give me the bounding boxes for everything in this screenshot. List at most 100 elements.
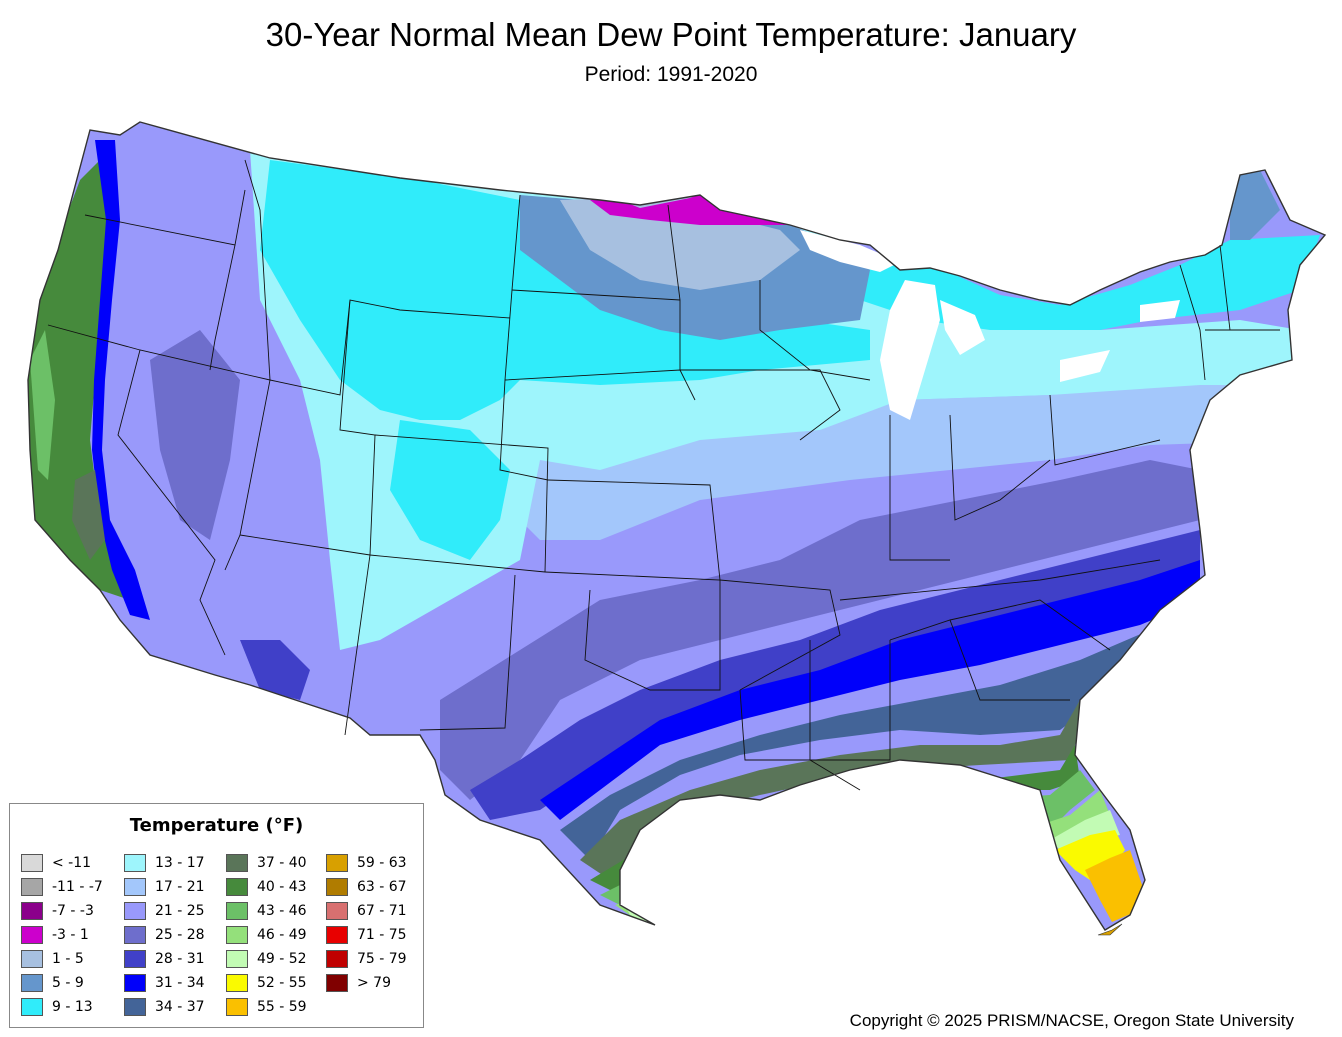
legend-swatch — [21, 974, 43, 992]
legend-label: > 79 — [357, 975, 391, 991]
boundary-ny-vt — [1179, 264, 1206, 381]
legend-swatch — [226, 950, 248, 968]
legend-swatch — [326, 854, 348, 872]
boundary-tn-kyva — [839, 559, 1161, 601]
boundary-nd-sd — [511, 289, 681, 301]
legend-swatch — [226, 926, 248, 944]
legend-label: 63 - 67 — [357, 879, 407, 895]
legend-label: 46 - 49 — [257, 927, 307, 943]
legend-label: 40 - 43 — [257, 879, 307, 895]
boundary-ar — [719, 579, 841, 691]
band-34-37 — [560, 580, 1205, 860]
legend-label: 31 - 34 — [155, 975, 205, 991]
legend-swatch — [326, 974, 348, 992]
boundary-in-oh — [949, 414, 1051, 521]
boundary-nm-tx — [419, 574, 516, 731]
boundary-co — [374, 434, 549, 573]
legend-swatch — [124, 998, 146, 1016]
boundary-ms-al — [809, 640, 891, 761]
band-37-40-coast — [72, 470, 105, 560]
legend-swatch — [226, 902, 248, 920]
legend-swatch — [226, 878, 248, 896]
legend-label: -11 - -7 — [52, 879, 103, 895]
legend-swatch — [21, 854, 43, 872]
band-9-13-colorado — [390, 420, 510, 560]
legend-label: 28 - 31 — [155, 951, 205, 967]
legend-label: 37 - 40 — [257, 855, 307, 871]
boundary-az-nm — [344, 554, 371, 736]
lake-erie — [1060, 350, 1110, 382]
legend-label: 55 - 59 — [257, 999, 307, 1015]
boundary-vt-nh — [1219, 244, 1231, 331]
legend-label: 43 - 46 — [257, 903, 307, 919]
band-9-13 — [260, 160, 870, 420]
lake-superior — [800, 230, 900, 272]
state-boundaries — [47, 159, 1280, 791]
band-5-9-maine — [1230, 170, 1280, 240]
boundary-il-in — [889, 415, 950, 561]
band-49-52 — [1050, 810, 1120, 850]
band-43-46-coast — [30, 330, 55, 480]
legend-label: 9 - 13 — [52, 999, 93, 1015]
legend-title: Temperature (°F) — [129, 815, 304, 836]
boundary-ok — [544, 571, 721, 691]
legend: Temperature (°F) < -11 -11 - -7 -7 - -3 -3 … — [9, 803, 424, 1028]
legend-label: -3 - 1 — [52, 927, 89, 943]
legend-swatch — [326, 902, 348, 920]
legend-label: 49 - 52 — [257, 951, 307, 967]
legend-label: 67 - 71 — [357, 903, 407, 919]
legend-swatch — [124, 950, 146, 968]
band-1-5 — [560, 195, 800, 290]
legend-label: 1 - 5 — [52, 951, 84, 967]
band-46-49 — [615, 790, 1110, 922]
legend-swatch — [226, 998, 248, 1016]
legend-swatch — [124, 878, 146, 896]
lake-huron — [940, 300, 985, 355]
band-31-34-coast — [92, 140, 150, 620]
band-49-52-texas — [625, 900, 655, 925]
legend-label: 59 - 63 — [357, 855, 407, 871]
boundary-nc-sc — [949, 599, 1111, 651]
florida-keys — [1097, 923, 1123, 936]
legend-swatch — [124, 926, 146, 944]
legend-swatch — [124, 854, 146, 872]
legend-label: < -11 — [52, 855, 92, 871]
boundary-wy-ut — [339, 299, 376, 556]
boundary-or-id — [209, 244, 236, 371]
legend-swatch — [326, 926, 348, 944]
legend-swatch — [326, 950, 348, 968]
lake-michigan — [880, 280, 940, 420]
band-25-28 — [440, 460, 1200, 800]
band-31-34 — [540, 560, 1200, 820]
boundary-ne-ks — [547, 479, 721, 581]
legend-label: 52 - 55 — [257, 975, 307, 991]
legend-swatch — [326, 878, 348, 896]
boundary-oh-pa — [1049, 394, 1161, 466]
legend-swatch — [21, 902, 43, 920]
band-55-59 — [1085, 850, 1142, 922]
boundary-ga — [889, 619, 1070, 701]
band-25-28-west — [150, 330, 240, 540]
map-title: 30-Year Normal Mean Dew Point Temperatur… — [265, 16, 1077, 53]
legend-swatch — [21, 950, 43, 968]
boundary-id-mt — [244, 159, 271, 381]
legend-label: 13 - 17 — [155, 855, 205, 871]
legend-swatch — [226, 854, 248, 872]
boundary-mn-ia — [667, 204, 841, 441]
legend-swatch — [124, 902, 146, 920]
legend-label: 34 - 37 — [155, 999, 205, 1015]
copyright-text: Copyright © 2025 PRISM/NACSE, Oregon Sta… — [849, 1011, 1294, 1030]
legend-label: 21 - 25 — [155, 903, 205, 919]
legend-label: -7 - -3 — [52, 903, 94, 919]
legend-swatch — [21, 998, 43, 1016]
legend-label: 25 - 28 — [155, 927, 205, 943]
legend-swatch — [21, 878, 43, 896]
legend-label: 71 - 75 — [357, 927, 407, 943]
boundary-wi — [759, 280, 871, 381]
legend-swatch — [226, 974, 248, 992]
map-subtitle: Period: 1991-2020 — [584, 63, 758, 86]
boundary-ca-nv — [117, 349, 226, 656]
band-28-31-arizona — [240, 640, 310, 700]
legend-label: 17 - 21 — [155, 879, 205, 895]
